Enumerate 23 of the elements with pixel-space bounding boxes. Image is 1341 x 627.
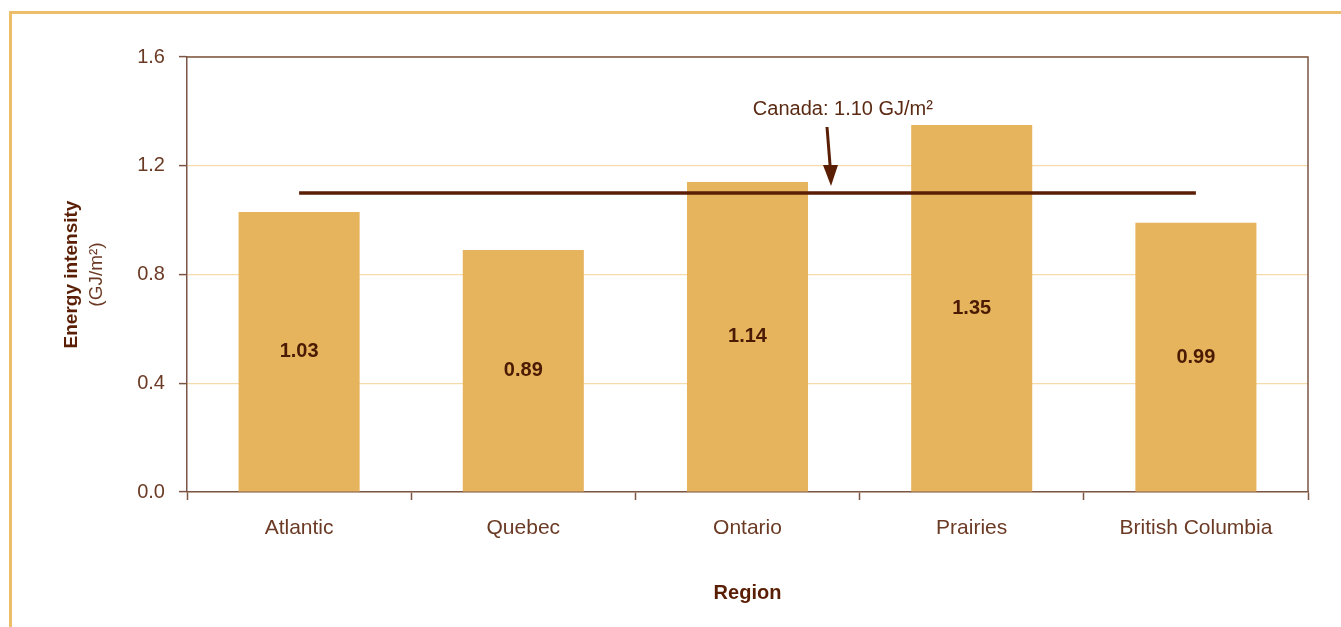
y-axis-title: Energy intensity (GJ/m²) bbox=[60, 200, 107, 349]
x-axis-title: Region bbox=[713, 580, 782, 603]
x-tick-label: Atlantic bbox=[264, 515, 334, 539]
bar bbox=[911, 124, 1033, 492]
data-label: 1.35 bbox=[952, 295, 992, 318]
x-tick-label: British Columbia bbox=[1119, 515, 1273, 539]
data-label: 1.14 bbox=[728, 324, 768, 347]
data-label: 0.89 bbox=[503, 358, 543, 381]
x-tick-label: Prairies bbox=[936, 515, 1008, 539]
bar bbox=[238, 211, 360, 492]
y-tick-label: 0.8 bbox=[137, 262, 165, 285]
data-label: 0.99 bbox=[1176, 344, 1216, 367]
y-tick-label: 0.4 bbox=[137, 370, 165, 393]
y-tick-label: 0.0 bbox=[137, 479, 165, 502]
ref-line-label: Canada: 1.10 GJ/m² bbox=[752, 96, 934, 119]
y-tick-label: 1.6 bbox=[137, 44, 165, 67]
x-tick-label: Quebec bbox=[486, 515, 561, 539]
y-tick-label: 1.2 bbox=[137, 153, 165, 176]
x-tick-label: Ontario bbox=[713, 515, 782, 539]
data-label: 1.03 bbox=[279, 339, 319, 362]
bar bbox=[1135, 222, 1257, 492]
bar bbox=[686, 182, 809, 492]
bar bbox=[462, 250, 584, 492]
